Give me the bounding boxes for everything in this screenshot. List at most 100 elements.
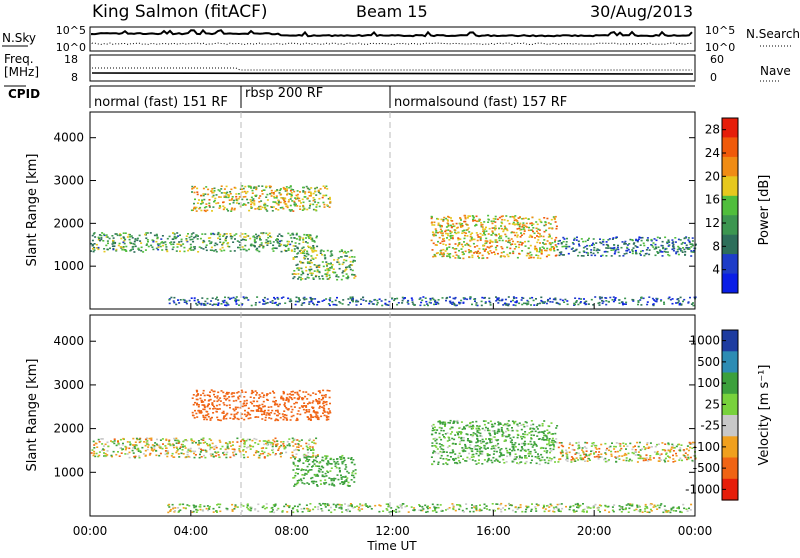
scatter-cell — [501, 228, 503, 230]
scatter-cell — [561, 442, 563, 444]
scatter-cell — [274, 302, 276, 304]
scatter-cell — [478, 257, 480, 259]
scatter-cell — [206, 419, 208, 421]
scatter-cell — [277, 209, 279, 211]
scatter-cell — [193, 246, 195, 248]
scatter-cell — [317, 269, 319, 271]
scatter-cell — [201, 201, 203, 203]
scatter-cell — [259, 238, 261, 240]
scatter-cell — [288, 248, 290, 250]
scatter-cell — [530, 304, 532, 306]
scatter-cell — [230, 298, 232, 300]
scatter-cell — [315, 209, 317, 211]
scatter-cell — [173, 444, 175, 446]
scatter-cell — [561, 450, 563, 452]
scatter-cell — [238, 398, 240, 400]
scatter-cell — [231, 199, 233, 201]
scatter-cell — [261, 404, 263, 406]
scatter-cell — [688, 301, 690, 303]
scatter-cell — [362, 297, 364, 299]
scatter-cell — [93, 444, 95, 446]
scatter-cell — [346, 479, 348, 481]
scatter-cell — [399, 504, 401, 506]
scatter-cell — [590, 451, 592, 453]
scatter-cell — [518, 217, 520, 219]
scatter-cell — [262, 299, 264, 301]
scatter-cell — [599, 296, 601, 298]
scatter-cell — [349, 257, 351, 259]
scatter-cell — [182, 449, 184, 451]
scatter-cell — [203, 240, 205, 242]
scatter-cell — [297, 413, 299, 415]
scatter-cell — [501, 448, 503, 450]
scatter-cell — [336, 467, 338, 469]
scatter-cell — [569, 442, 571, 444]
scatter-cell — [548, 234, 550, 236]
scatter-cell — [540, 222, 542, 224]
scatter-cell — [459, 462, 461, 464]
scatter-cell — [299, 250, 301, 252]
scatter-cell — [556, 508, 558, 510]
scatter-cell — [401, 302, 403, 304]
scatter-cell — [447, 455, 449, 457]
scatter-cell — [393, 300, 395, 302]
scatter-cell — [457, 227, 459, 229]
scatter-cell — [200, 410, 202, 412]
scatter-cell — [200, 210, 202, 212]
scatter-cell — [524, 457, 526, 459]
scatter-cell — [485, 302, 487, 304]
scatter-cell — [267, 237, 269, 239]
scatter-cell — [642, 250, 644, 252]
scatter-cell — [216, 251, 218, 253]
scatter-cell — [605, 449, 607, 451]
scatter-cell — [290, 397, 292, 399]
scatter-cell — [574, 304, 576, 306]
scatter-cell — [505, 425, 507, 427]
scatter-cell — [296, 234, 298, 236]
scatter-cell — [624, 298, 626, 300]
scatter-cell — [261, 450, 263, 452]
scatter-cell — [536, 235, 538, 237]
nave-line — [92, 68, 692, 70]
scatter-cell — [133, 251, 135, 253]
scatter-cell — [223, 395, 225, 397]
scatter-cell — [232, 444, 234, 446]
scatter-cell — [191, 210, 193, 212]
scatter-cell — [319, 406, 321, 408]
scatter-cell — [356, 304, 358, 306]
scatter-cell — [442, 434, 444, 436]
scatter-cell — [187, 233, 189, 235]
scatter-cell — [216, 194, 218, 196]
scatter-cell — [226, 508, 228, 510]
scatter-cell — [222, 235, 224, 237]
scatter-cell — [320, 250, 322, 252]
scatter-cell — [186, 303, 188, 305]
scatter-cell — [345, 269, 347, 271]
scatter-cell — [464, 460, 466, 462]
scatter-cell — [140, 250, 142, 252]
scatter-cell — [577, 448, 579, 450]
scatter-cell — [331, 255, 333, 257]
scatter-cell — [412, 301, 414, 303]
scatter-cell — [490, 234, 492, 236]
scatter-cell — [582, 503, 584, 505]
scatter-cell — [671, 249, 673, 251]
scatter-cell — [164, 241, 166, 243]
scatter-cell — [323, 185, 325, 187]
scatter-cell — [199, 246, 201, 248]
scatter-cell — [542, 302, 544, 304]
scatter-cell — [193, 415, 195, 417]
scatter-cell — [532, 227, 534, 229]
scatter-cell — [613, 511, 615, 513]
scatter-cell — [352, 470, 354, 472]
scatter-cell — [626, 457, 628, 459]
scatter-cell — [141, 447, 143, 449]
scatter-cell — [223, 209, 225, 211]
scatter-cell — [355, 276, 357, 278]
scatter-cell — [486, 508, 488, 510]
scatter-cell — [306, 411, 308, 413]
scatter-cell — [680, 297, 682, 299]
scatter-cell — [93, 441, 95, 443]
scatter-cell — [210, 242, 212, 244]
scatter-cell — [478, 248, 480, 250]
